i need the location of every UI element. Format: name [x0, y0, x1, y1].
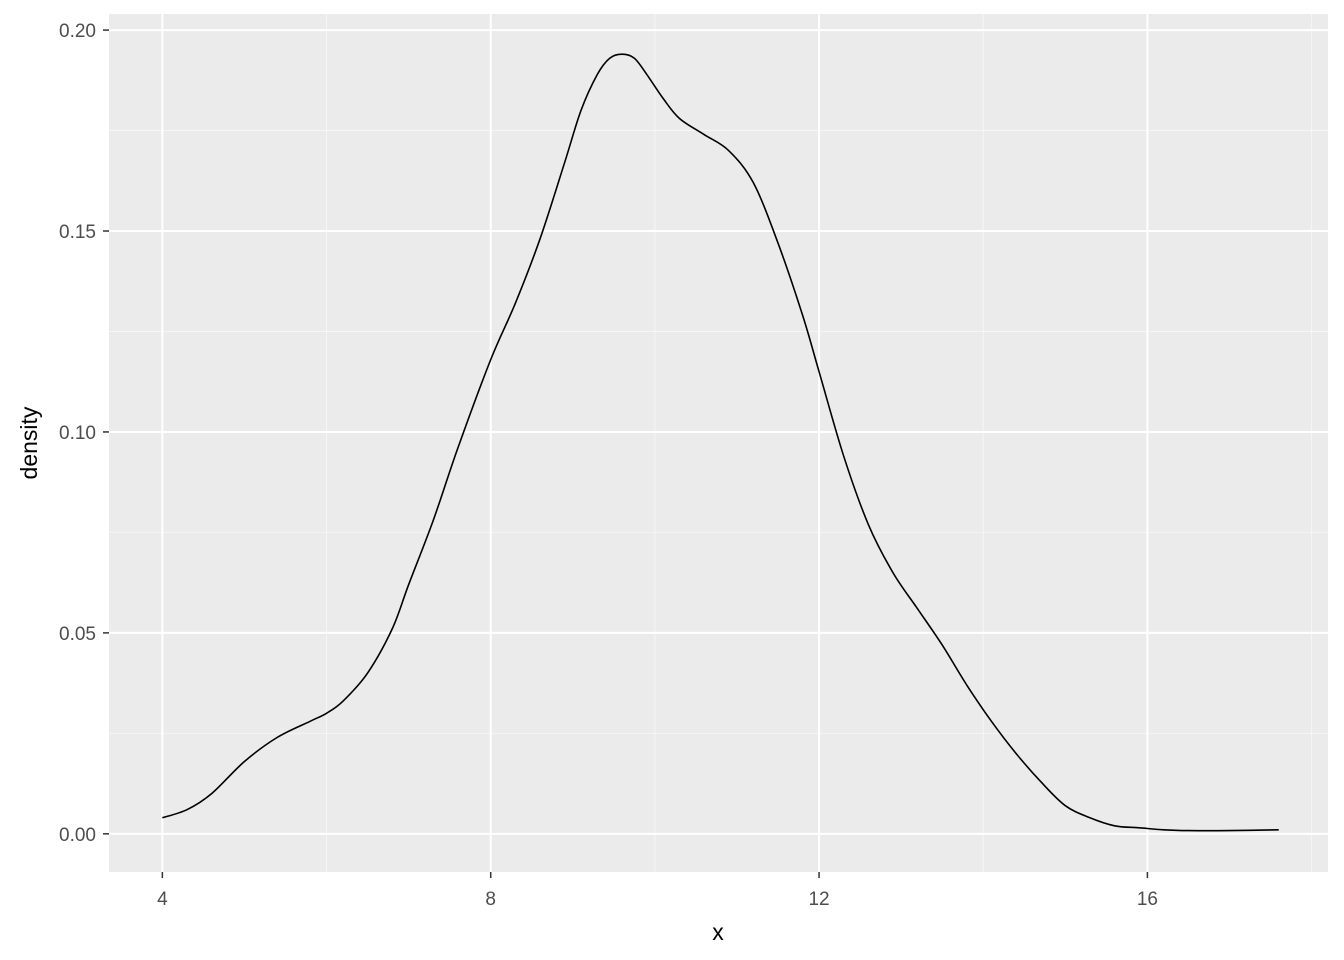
x-tick-label: 8: [485, 889, 496, 910]
y-tick-label: 0.15: [59, 222, 96, 243]
x-axis-title: x: [712, 919, 724, 945]
plot-panel: [109, 14, 1328, 872]
y-tick-label: 0.10: [59, 423, 96, 444]
y-tick-label: 0.20: [59, 21, 96, 42]
x-tick-label: 16: [1137, 889, 1158, 910]
y-axis-title: density: [16, 406, 42, 479]
density-curve: [162, 53, 1279, 832]
y-axis: 0.00 0.05 0.10 0.15 0.20: [59, 21, 109, 846]
minor-gridlines: [109, 14, 1328, 872]
x-tick-label: 12: [808, 889, 829, 910]
major-gridlines: [109, 14, 1328, 872]
y-tick-label: 0.00: [59, 825, 96, 846]
x-axis: 4 8 12 16: [157, 872, 1158, 910]
x-tick-label: 4: [157, 889, 168, 910]
y-tick-label: 0.05: [59, 624, 96, 645]
